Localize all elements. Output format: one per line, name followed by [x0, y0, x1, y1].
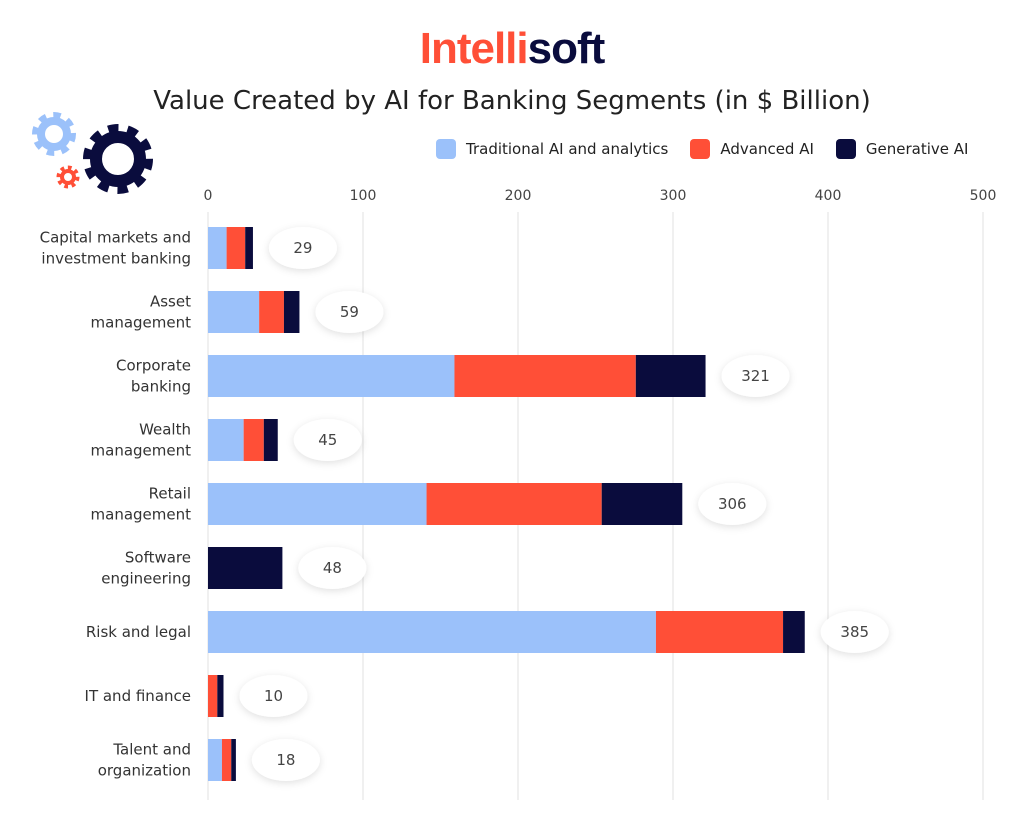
bar-segment [263, 419, 278, 461]
legend-item-advanced: Advanced AI [690, 139, 814, 159]
total-label-pill [820, 611, 889, 653]
legend-item-traditional: Traditional AI and analytics [436, 139, 668, 159]
total-label-pill [698, 483, 767, 525]
total-label: 48 [323, 559, 342, 577]
bar-segment [208, 547, 283, 589]
bar-segment [783, 611, 805, 653]
bar-segment [454, 355, 636, 397]
bar-segment [208, 483, 427, 525]
x-tick-label: 200 [505, 188, 532, 204]
intellisoft-logo: Intellisoft [0, 24, 1024, 74]
bar-segment [208, 739, 222, 781]
category-label: Corporate banking [116, 357, 191, 396]
bar-segment [245, 227, 253, 269]
x-tick-label: 400 [815, 188, 842, 204]
bar-segment [243, 419, 264, 461]
total-label-pill [239, 675, 308, 717]
total-label: 59 [340, 303, 359, 321]
bar-segment [208, 227, 227, 269]
legend-label: Traditional AI and analytics [466, 140, 669, 158]
category-label: Wealth management [91, 421, 192, 460]
total-label: 306 [718, 495, 747, 513]
gears-icon [32, 112, 153, 194]
bar-segment [655, 611, 784, 653]
bar-segment [217, 675, 224, 717]
x-tick-label: 500 [970, 188, 997, 204]
bar-segment [426, 483, 602, 525]
total-label: 18 [276, 751, 295, 769]
legend-swatch [436, 139, 456, 159]
category-label: Retail management [91, 485, 192, 524]
total-label-pill [251, 739, 320, 781]
category-label: Talent and organization [98, 741, 191, 780]
total-label-pill [721, 355, 790, 397]
bar-segment [208, 675, 218, 717]
legend: Traditional AI and analytics Advanced AI… [436, 139, 990, 159]
category-label: Software engineering [101, 549, 191, 588]
legend-label: Generative AI [865, 140, 969, 158]
total-label-pill [293, 419, 362, 461]
bar-segment [635, 355, 706, 397]
total-label: 385 [840, 623, 869, 641]
total-label: 45 [318, 431, 337, 449]
legend-swatch [835, 139, 856, 159]
legend-item-generative: Generative AI [835, 139, 969, 159]
gear-navy-icon [83, 124, 153, 194]
bar-segment [208, 291, 260, 333]
logo-part-2: soft [527, 24, 606, 73]
x-tick-label: 100 [350, 188, 377, 204]
bar-segment [221, 739, 232, 781]
bar-segment [208, 611, 656, 653]
bar-segment [283, 291, 300, 333]
category-label: IT and finance [85, 687, 191, 705]
gear-red-icon [56, 165, 80, 189]
x-tick-label: 0 [204, 188, 213, 204]
chart-title: Value Created by AI for Banking Segments… [153, 86, 871, 116]
total-label: 321 [741, 367, 770, 385]
bar-segment [226, 227, 246, 269]
category-label: Capital markets and investment banking [40, 229, 191, 268]
bar-segment [601, 483, 683, 525]
logo-part-1: Intelli [419, 24, 529, 73]
total-label-pill [298, 547, 367, 589]
bar-segment [208, 355, 455, 397]
category-label: Asset management [91, 293, 192, 332]
total-label-pill [315, 291, 384, 333]
legend-swatch [690, 139, 711, 159]
category-label: Risk and legal [86, 623, 191, 641]
total-label: 10 [264, 687, 283, 705]
bar-segment [259, 291, 284, 333]
gear-light-blue-icon [32, 112, 76, 156]
bar-segment [208, 419, 244, 461]
total-label-pill [268, 227, 337, 269]
bar-segment [231, 739, 236, 781]
legend-label: Advanced AI [720, 140, 814, 158]
x-tick-label: 300 [660, 188, 687, 204]
total-label: 29 [293, 239, 312, 257]
